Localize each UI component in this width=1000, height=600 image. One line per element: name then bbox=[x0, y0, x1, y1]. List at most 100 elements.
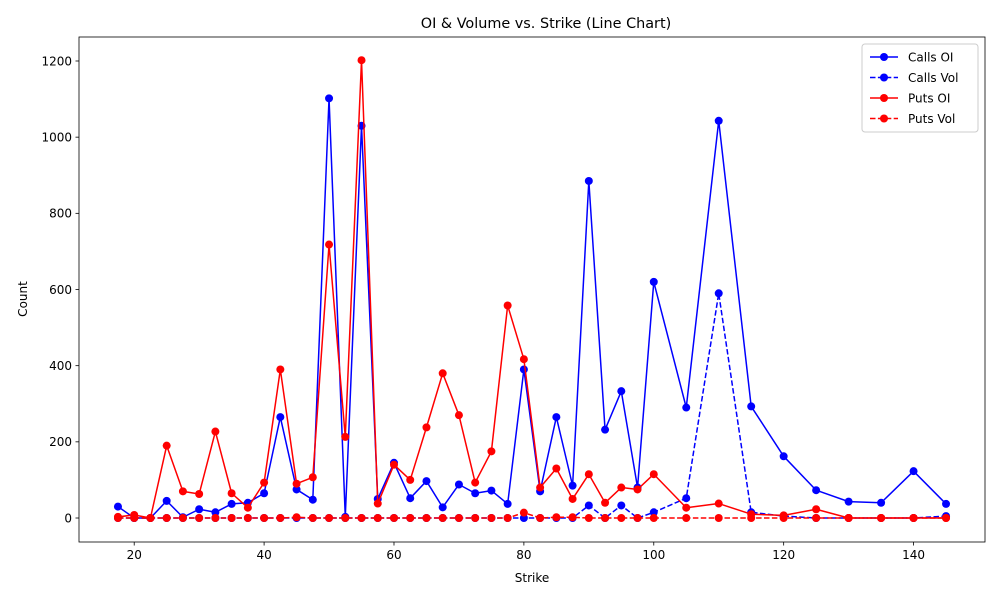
data-point-calls-oi bbox=[406, 494, 415, 503]
data-point-puts-vol bbox=[503, 514, 512, 523]
data-point-puts-vol bbox=[747, 514, 756, 523]
legend-label: Puts OI bbox=[908, 91, 950, 105]
legend: Calls OI Calls Vol Puts OI Puts Vol bbox=[861, 43, 979, 133]
data-point-puts-vol bbox=[260, 514, 269, 523]
legend-label: Calls OI bbox=[908, 50, 953, 64]
legend-item: Puts OI bbox=[870, 91, 950, 105]
data-point-puts-vol bbox=[113, 514, 122, 523]
data-point-calls-oi bbox=[714, 116, 723, 125]
legend-label: Puts Vol bbox=[908, 112, 955, 126]
data-point-calls-oi bbox=[227, 499, 236, 508]
data-point-calls-oi bbox=[211, 508, 220, 517]
data-point-puts-vol bbox=[519, 508, 528, 517]
x-axis-ticks: 20 40 60 80 100 120 140 bbox=[127, 542, 925, 562]
data-point-puts-vol bbox=[308, 514, 317, 523]
data-point-calls-oi bbox=[276, 413, 285, 422]
data-point-puts-oi bbox=[373, 499, 382, 508]
data-point-calls-oi bbox=[844, 497, 853, 506]
data-point-puts-oi bbox=[162, 441, 171, 450]
legend-item: Puts Vol bbox=[870, 112, 955, 126]
data-point-calls-oi bbox=[195, 505, 204, 514]
data-point-puts-oi bbox=[536, 483, 545, 492]
data-point-puts-oi bbox=[503, 301, 512, 310]
data-point-puts-oi bbox=[471, 478, 480, 487]
data-point-puts-oi bbox=[243, 503, 252, 512]
data-point-puts-vol bbox=[552, 513, 561, 522]
legend-marker bbox=[880, 114, 888, 123]
data-point-puts-vol bbox=[438, 514, 447, 523]
data-point-calls-oi bbox=[747, 402, 756, 411]
data-point-puts-vol bbox=[227, 514, 236, 523]
data-point-calls-vol bbox=[682, 494, 691, 503]
data-point-puts-vol bbox=[243, 514, 252, 523]
data-point-puts-vol bbox=[325, 514, 334, 523]
data-point-puts-oi bbox=[422, 423, 431, 432]
data-point-puts-vol bbox=[292, 513, 301, 522]
y-tick-label: 800 bbox=[49, 207, 72, 221]
data-point-puts-vol bbox=[195, 514, 204, 523]
data-point-calls-oi bbox=[909, 467, 918, 476]
data-point-calls-oi bbox=[422, 477, 431, 486]
data-point-calls-oi bbox=[487, 486, 496, 495]
legend-item: Calls OI bbox=[870, 50, 953, 64]
x-axis-title: Strike bbox=[515, 571, 550, 585]
data-point-puts-vol bbox=[877, 514, 886, 523]
x-tick-label: 20 bbox=[127, 548, 142, 562]
data-point-puts-vol bbox=[812, 514, 821, 523]
data-point-puts-oi bbox=[552, 464, 561, 473]
x-tick-label: 40 bbox=[256, 548, 271, 562]
data-point-puts-oi bbox=[227, 489, 236, 498]
data-point-calls-oi bbox=[162, 496, 171, 505]
data-point-puts-oi bbox=[649, 470, 658, 479]
y-tick-label: 400 bbox=[49, 359, 72, 373]
y-axis-title: Count bbox=[16, 281, 30, 317]
data-point-calls-oi bbox=[682, 403, 691, 412]
data-point-puts-vol bbox=[649, 514, 658, 523]
data-point-puts-vol bbox=[942, 514, 951, 523]
data-point-puts-oi bbox=[389, 460, 398, 469]
data-point-calls-oi bbox=[471, 489, 480, 498]
data-point-puts-vol bbox=[357, 514, 366, 523]
data-point-puts-vol bbox=[146, 514, 155, 523]
data-point-puts-vol bbox=[341, 514, 350, 523]
data-point-calls-oi bbox=[942, 499, 951, 508]
data-point-puts-oi bbox=[617, 483, 626, 492]
data-point-calls-vol bbox=[584, 501, 593, 510]
data-point-calls-oi bbox=[584, 176, 593, 185]
data-point-puts-vol bbox=[617, 514, 626, 523]
x-tick-label: 100 bbox=[642, 548, 665, 562]
data-point-calls-vol bbox=[617, 501, 626, 510]
data-point-puts-oi bbox=[406, 475, 415, 484]
data-point-puts-vol bbox=[487, 514, 496, 523]
data-point-puts-vol bbox=[714, 514, 723, 523]
data-point-puts-oi bbox=[341, 432, 350, 441]
data-point-puts-oi bbox=[211, 427, 220, 436]
legend-marker bbox=[880, 53, 888, 61]
data-point-calls-oi bbox=[308, 495, 317, 504]
data-point-puts-vol bbox=[178, 514, 187, 523]
data-point-calls-oi bbox=[113, 502, 122, 511]
data-point-calls-oi bbox=[812, 486, 821, 495]
data-point-puts-oi bbox=[438, 369, 447, 378]
data-point-puts-oi bbox=[682, 503, 691, 512]
data-point-puts-vol bbox=[454, 514, 463, 523]
data-point-puts-oi bbox=[325, 240, 334, 249]
data-point-puts-vol bbox=[211, 514, 220, 523]
data-point-puts-oi bbox=[812, 505, 821, 514]
data-point-puts-vol bbox=[633, 514, 642, 523]
data-point-puts-oi bbox=[633, 485, 642, 494]
data-point-puts-oi bbox=[308, 473, 317, 482]
x-tick-label: 120 bbox=[772, 548, 795, 562]
data-point-calls-oi bbox=[519, 365, 528, 374]
data-point-calls-oi bbox=[292, 485, 301, 494]
data-point-puts-oi bbox=[487, 447, 496, 456]
data-point-calls-oi bbox=[779, 452, 788, 461]
data-point-puts-vol bbox=[584, 514, 593, 523]
data-point-puts-vol bbox=[162, 514, 171, 523]
legend-item: Calls Vol bbox=[870, 71, 958, 85]
y-tick-label: 600 bbox=[49, 283, 72, 297]
data-point-puts-oi bbox=[292, 479, 301, 488]
series-layer bbox=[113, 56, 951, 523]
plot-frame bbox=[78, 36, 986, 543]
